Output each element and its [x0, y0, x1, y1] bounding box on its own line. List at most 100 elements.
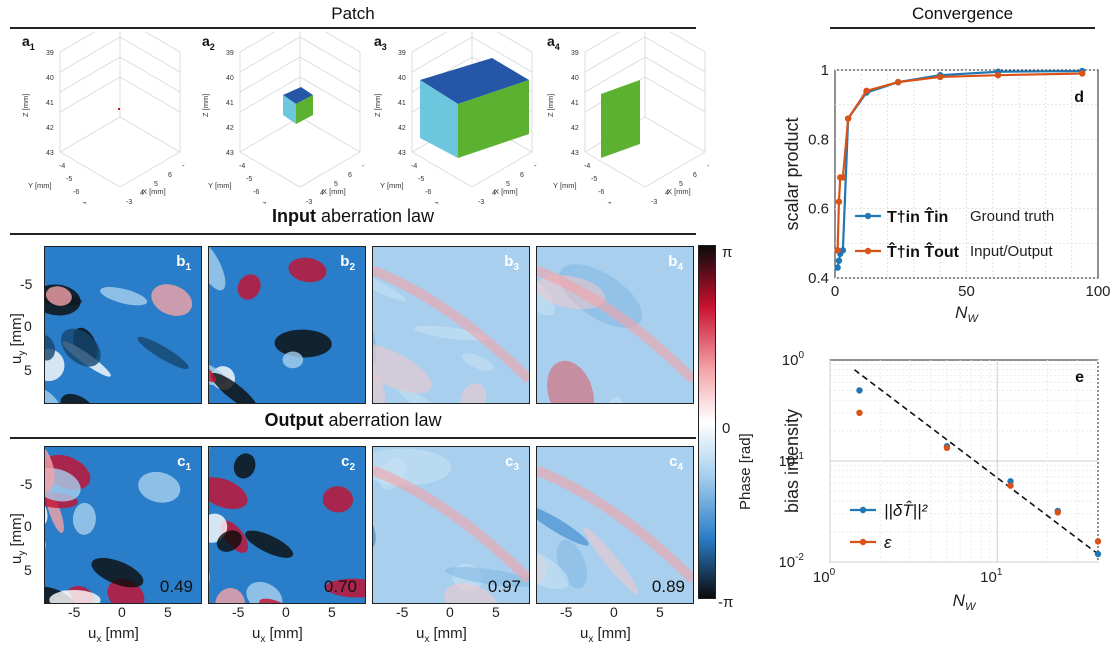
x-tick: 5 — [656, 604, 664, 620]
chart-d-point-1 — [834, 247, 841, 254]
cube-z-tick: 41 — [226, 100, 234, 107]
convergence-header-rule — [830, 27, 1095, 29]
cube-y-tick: -4 — [59, 163, 65, 170]
cube-y-tick: -6 — [73, 189, 79, 196]
phase-map-image — [209, 447, 365, 603]
cube-z-label: Z [mm] — [21, 94, 30, 117]
cube-z-tick: 40 — [571, 75, 579, 82]
cube-z-tick: 39 — [571, 50, 579, 57]
chart-d-point-1 — [835, 198, 843, 205]
cube-axes-frame — [239, 32, 361, 188]
cube-x-tick: 4 — [320, 190, 324, 197]
y-tick: -5 — [20, 276, 33, 292]
cube-z-label: Z [mm] — [201, 94, 210, 117]
chart-e-point-0 — [1094, 550, 1102, 558]
cube-x-tick: 6 — [348, 172, 352, 179]
chart-d-xtick: 50 — [958, 283, 975, 300]
phase-map-image — [373, 447, 529, 603]
cube-z-tick: 41 — [46, 100, 54, 107]
cube-z-tick: 39 — [398, 50, 406, 57]
chart-e-legend-marker — [859, 538, 867, 546]
cube-z-tick: 42 — [46, 125, 54, 132]
phase-map-c1: c1 0.49 — [44, 446, 202, 604]
phase-map-label: c3 — [505, 453, 519, 473]
cube-y-tick: -7 — [80, 202, 86, 204]
cube-z-tick: 43 — [46, 150, 54, 157]
chart-e-point-0 — [1007, 478, 1014, 485]
cube-x-tick: 5 — [154, 181, 158, 188]
chart-d-ytick: 0.6 — [808, 201, 829, 218]
phase-map-b2: b2 — [208, 246, 366, 404]
cube-x-tick: -3 — [478, 199, 484, 204]
chart-e-fit-line — [853, 369, 1099, 555]
phase-map-label: b1 — [176, 253, 191, 273]
cube-y-tick: -6 — [425, 189, 431, 196]
cube-z-tick: 43 — [226, 150, 234, 157]
chart-d-point-0 — [834, 264, 841, 271]
x-tick: 5 — [328, 604, 336, 620]
phase-map-label: c2 — [341, 453, 355, 473]
cube-x-label: X [mm] — [322, 187, 346, 196]
phase-map-image — [209, 247, 365, 403]
chart-e-xtick: 101 — [980, 567, 1003, 586]
colorbar-tick-mid: 0 — [722, 420, 731, 437]
cube-panel-a4: 39 40 41 42 43 Z [mm] -7 -6-5-4 Y [mm] -3 4 5 6 -7 X [… — [546, 32, 710, 204]
x-axis-label: ux [mm] — [580, 625, 631, 645]
cube-y-label: Y [mm] — [553, 181, 577, 190]
chart-d-ytick: 0.4 — [808, 270, 829, 287]
cube-panel-a2: 39 40 41 42 43 Z [mm] -7 -6-5-4 Y [mm] -3 4 5 6 -7 X [… — [201, 32, 365, 204]
chart-e-ytick: 100 — [782, 350, 805, 369]
cube-z-tick: 42 — [226, 125, 234, 132]
phase-map-c3: c3 0.97 — [372, 446, 530, 604]
cube-y-tick: -5 — [246, 176, 252, 183]
chart-e-point-0 — [856, 387, 863, 394]
phase-map-image — [373, 247, 529, 403]
cube-x-tick: -7 — [362, 163, 365, 170]
cube-x-tick: -3 — [651, 199, 657, 204]
phase-map-b3: b3 — [372, 246, 530, 404]
chart-d-xlabel: NW — [955, 303, 979, 325]
output-section-title: Output aberration law — [10, 410, 696, 431]
cube-z-label: Z [mm] — [546, 94, 555, 117]
chart-d-legend-label: Input/Output — [970, 243, 1053, 260]
correlation-value: 0.97 — [487, 577, 521, 596]
cube-x-tick: 6 — [168, 172, 172, 179]
y-axis-label: uy [mm] — [8, 313, 28, 364]
chart-d-point-1 — [863, 87, 870, 94]
phase-map-image — [537, 447, 693, 603]
convergence-header: Convergence — [911, 4, 1014, 23]
chart-e-ylabel: bias intensity — [782, 409, 802, 513]
phase-map-label: c4 — [669, 453, 683, 473]
cube-y-tick: -7 — [605, 202, 611, 204]
chart-d-point-0 — [839, 247, 847, 254]
cube-z-tick: 39 — [226, 50, 234, 57]
cube-z-tick: 40 — [398, 75, 406, 82]
phase-map-label: b2 — [340, 253, 355, 273]
chart-e-point-1 — [1007, 482, 1014, 489]
input-section-bold: Input — [271, 206, 316, 226]
cube-z-tick: 40 — [226, 75, 234, 82]
chart-e-ytick: 10-2 — [780, 552, 804, 571]
chart-d-point-1 — [1079, 70, 1086, 77]
output-section-rest: aberration law — [323, 410, 442, 430]
chart-d-legend-label: Ground truth — [970, 208, 1054, 225]
chart-d-legend-math: T†in T̂in — [887, 206, 948, 226]
cube-z-tick: 42 — [398, 125, 406, 132]
colorbar-tick-top: π — [722, 244, 733, 261]
cube-z-tick: 39 — [46, 50, 54, 57]
cube-x-tick: 6 — [693, 172, 697, 179]
cube-x-tick: 4 — [140, 190, 144, 197]
patch-header: Patch — [331, 4, 375, 23]
cube-panel-label: a1 — [22, 33, 35, 52]
cube-y-tick: -4 — [411, 163, 417, 170]
phase-map-image — [537, 247, 693, 403]
cube-z-tick: 40 — [46, 75, 54, 82]
x-tick: 0 — [282, 604, 290, 620]
cube-y-label: Y [mm] — [28, 181, 52, 190]
chart-d-ytick: 1 — [821, 62, 829, 79]
cube-y-tick: -6 — [598, 189, 604, 196]
chart-d-point-1 — [894, 78, 902, 86]
cube-x-tick: -7 — [182, 163, 185, 170]
cube-panel-a3: 39 40 41 42 43 Z [mm] -7 -6-5-4 Y [mm] -3 4 5 6 -7 X [… — [373, 32, 537, 204]
cube-panel-a1: 39 40 41 42 43 Z [mm] -7 -6-5-4 Y [mm] -3 4 5 6 -7 X [… — [21, 32, 185, 204]
